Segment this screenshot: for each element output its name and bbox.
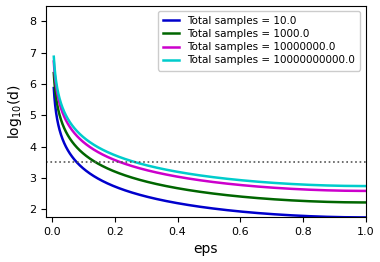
Total samples = 10000000.0 bbox=[195, 178, 200, 181]
Total samples = 10000000000.0 bbox=[195, 173, 200, 177]
Total samples = 1000.0 bbox=[354, 201, 359, 204]
Total samples = 10000000.0 bbox=[354, 189, 359, 193]
Total samples = 1000.0 bbox=[354, 201, 359, 204]
Total samples = 10000000000.0 bbox=[67, 120, 72, 123]
Total samples = 10000000.0 bbox=[297, 188, 302, 191]
Total samples = 10.0 bbox=[52, 86, 56, 90]
Total samples = 1000.0 bbox=[203, 191, 208, 194]
Total samples = 10000000.0 bbox=[203, 179, 208, 183]
Total samples = 10000000.0 bbox=[52, 60, 56, 63]
Total samples = 10.0 bbox=[195, 205, 200, 208]
Total samples = 10000000000.0 bbox=[363, 184, 368, 188]
Total samples = 1000.0 bbox=[363, 201, 368, 204]
Total samples = 10.0 bbox=[363, 216, 368, 219]
X-axis label: eps: eps bbox=[193, 242, 218, 256]
Total samples = 10000000000.0 bbox=[203, 174, 208, 178]
Total samples = 10.0 bbox=[297, 214, 302, 217]
Total samples = 10000000000.0 bbox=[52, 55, 56, 58]
Total samples = 10000000000.0 bbox=[354, 184, 359, 188]
Total samples = 10000000.0 bbox=[67, 125, 72, 128]
Y-axis label: log$_{10}$(d): log$_{10}$(d) bbox=[6, 84, 24, 139]
Total samples = 10000000000.0 bbox=[297, 183, 302, 186]
Total samples = 10000000000.0 bbox=[354, 184, 359, 188]
Total samples = 10.0 bbox=[67, 152, 72, 155]
Total samples = 10000000.0 bbox=[354, 189, 359, 193]
Line: Total samples = 10000000.0: Total samples = 10000000.0 bbox=[54, 62, 366, 191]
Legend: Total samples = 10.0, Total samples = 1000.0, Total samples = 10000000.0, Total : Total samples = 10.0, Total samples = 10… bbox=[158, 11, 360, 70]
Total samples = 1000.0 bbox=[195, 190, 200, 193]
Total samples = 10.0 bbox=[354, 216, 359, 219]
Total samples = 10.0 bbox=[354, 216, 359, 219]
Total samples = 10.0 bbox=[203, 206, 208, 209]
Total samples = 1000.0 bbox=[52, 72, 56, 75]
Line: Total samples = 1000.0: Total samples = 1000.0 bbox=[54, 73, 366, 203]
Line: Total samples = 10000000000.0: Total samples = 10000000000.0 bbox=[54, 57, 366, 186]
Total samples = 1000.0 bbox=[297, 199, 302, 202]
Total samples = 1000.0 bbox=[67, 137, 72, 140]
Total samples = 10000000.0 bbox=[363, 189, 368, 193]
Line: Total samples = 10.0: Total samples = 10.0 bbox=[54, 88, 366, 217]
